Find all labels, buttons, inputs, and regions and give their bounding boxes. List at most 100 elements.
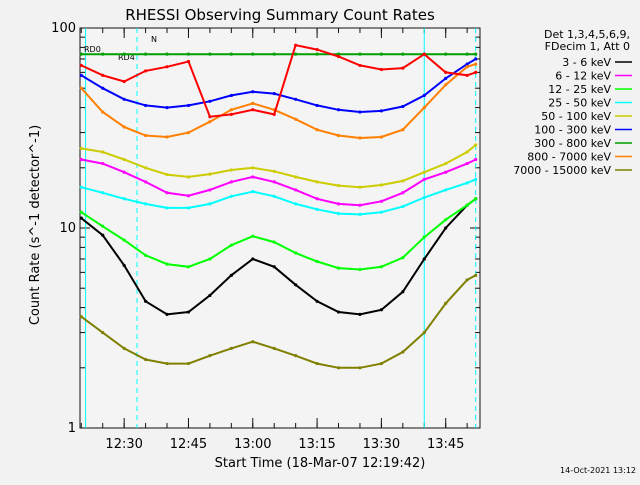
series-point-8: [315, 361, 319, 366]
legend-label-4: 50 - 100 keV: [541, 110, 611, 123]
extra-series-point-0: [165, 65, 169, 69]
series-point-8: [101, 330, 105, 335]
series-line-0: [80, 197, 477, 316]
series-point-5: [401, 104, 405, 109]
series-point-2: [401, 256, 405, 260]
series-point-6: [208, 52, 212, 56]
series-point-4: [272, 169, 276, 173]
series-point-8: [165, 361, 169, 366]
series-point-1: [208, 188, 212, 192]
series-point-7: [315, 128, 319, 132]
extra-series-point-0: [336, 54, 341, 59]
extra-series-point-0: [444, 70, 448, 74]
series-point-7: [422, 105, 426, 110]
extra-series-line-0: [80, 44, 477, 118]
extra-series-point-0: [229, 112, 233, 116]
series-point-7: [465, 65, 469, 69]
series-point-8: [422, 330, 426, 335]
series-point-4: [474, 143, 478, 147]
series-point-7: [165, 135, 169, 139]
x-axis-label: Start Time (18-Mar-07 12:19:42): [215, 456, 426, 471]
extra-series-point-0: [294, 43, 298, 47]
series-point-6: [122, 52, 126, 56]
series-point-8: [143, 357, 148, 362]
series-point-6: [165, 52, 169, 56]
series-point-6: [401, 52, 405, 56]
series-point-1: [444, 170, 448, 174]
extra-series-point-0: [251, 108, 255, 112]
extra-series-point-0: [186, 59, 191, 64]
series-point-1: [422, 177, 426, 181]
series-point-3: [465, 181, 469, 185]
series-point-0: [358, 312, 362, 316]
series-point-5: [143, 103, 148, 108]
series-point-4: [401, 179, 405, 183]
series-point-2: [229, 243, 233, 247]
series-point-2: [165, 262, 169, 266]
series-point-1: [251, 175, 255, 179]
series-point-8: [251, 340, 255, 344]
series-point-1: [272, 180, 276, 184]
x-tick-label: 12:45: [170, 437, 207, 452]
series-point-2: [122, 238, 126, 242]
series-point-3: [186, 206, 191, 210]
series-point-7: [79, 86, 83, 90]
series-point-7: [358, 136, 362, 140]
series-point-2: [186, 265, 191, 269]
legend-label-2: 12 - 25 keV: [548, 83, 611, 96]
series-point-3: [294, 202, 298, 206]
series-point-5: [422, 93, 426, 98]
series-point-4: [465, 150, 469, 154]
series-point-0: [229, 273, 233, 277]
series-point-4: [165, 172, 169, 177]
series-point-5: [444, 76, 448, 80]
legend-label-1: 6 - 12 keV: [555, 70, 611, 83]
x-tick-label: 13:00: [234, 437, 271, 452]
series-point-7: [208, 120, 212, 124]
series-point-5: [79, 73, 83, 77]
series-point-4: [208, 172, 212, 176]
series-point-3: [336, 212, 341, 216]
series-point-4: [101, 150, 105, 154]
series-point-3: [79, 185, 83, 189]
series-point-8: [358, 366, 362, 370]
series-point-5: [229, 93, 233, 98]
series-point-1: [79, 157, 83, 162]
series-line-7: [80, 63, 476, 140]
series-point-0: [336, 310, 341, 314]
series-point-3: [122, 197, 126, 201]
series-point-7: [294, 117, 298, 121]
series-point-5: [294, 97, 298, 101]
x-tick-label: 13:30: [363, 437, 400, 452]
series-point-3: [358, 212, 362, 216]
series-point-2: [79, 210, 83, 214]
series-point-6: [143, 52, 148, 56]
series-point-4: [315, 180, 319, 184]
series-point-1: [101, 161, 105, 166]
series-point-3: [315, 207, 319, 211]
series-point-5: [474, 57, 478, 61]
series-point-8: [229, 346, 233, 351]
series-point-3: [401, 204, 405, 209]
y-tick-label: 100: [51, 21, 76, 36]
series-point-7: [336, 133, 341, 138]
series-point-8: [122, 346, 126, 351]
series-point-1: [122, 170, 126, 174]
series-point-0: [401, 290, 405, 294]
extra-series-point-0: [208, 115, 212, 119]
extra-series-point-0: [474, 70, 478, 74]
series-point-8: [272, 346, 276, 351]
annotation-n: N: [151, 35, 157, 44]
chart-title: RHESSI Observing Summary Count Rates: [125, 6, 435, 24]
series-point-1: [379, 199, 383, 203]
series-point-6: [444, 52, 448, 56]
extra-series-point-0: [101, 73, 105, 77]
annotation-rd0: RD0: [84, 45, 101, 54]
series-point-2: [101, 224, 105, 228]
series-point-6: [465, 52, 469, 56]
series-point-6: [272, 52, 276, 56]
series-point-2: [444, 218, 448, 222]
series-point-4: [422, 170, 426, 174]
series-point-5: [101, 86, 105, 90]
